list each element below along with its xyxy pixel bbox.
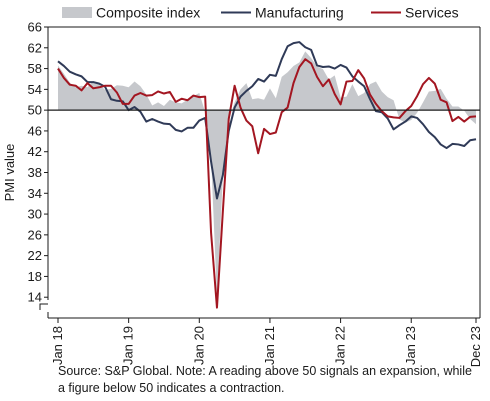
y-tick-label: 58 [28, 61, 42, 76]
y-tick-label: 14 [28, 290, 42, 305]
y-tick-label: 34 [28, 186, 42, 201]
series-line-manufacturing [57, 41, 477, 200]
legend-label-services: Services [405, 5, 459, 21]
legend-label-manufacturing: Manufacturing [255, 5, 344, 21]
x-tick-label: Jan 18 [50, 326, 65, 365]
y-tick-label: 26 [28, 227, 42, 242]
axis-break-mark [39, 303, 49, 318]
legend: Composite index Manufacturing Services [62, 5, 459, 21]
axes: 14 18 22 26 30 34 38 42 46 50 54 58 62 66 PMI value Jan… [2, 20, 483, 368]
y-tick-label: 18 [28, 269, 42, 284]
y-tick-label: 22 [28, 248, 42, 263]
legend-swatch-composite-index [62, 7, 92, 18]
y-axis-title: PMI value [2, 144, 17, 202]
x-tick-label: Jan 23 [403, 326, 418, 365]
y-tick-label: 62 [28, 40, 42, 55]
x-tick-label: Jan 22 [333, 326, 348, 365]
x-tick-label: Dec 23 [468, 326, 483, 367]
y-tick-label: 54 [28, 82, 42, 97]
series-area-composite [58, 51, 476, 299]
y-tick-label: 50 [28, 103, 42, 118]
x-tick-label: Jan 21 [262, 326, 277, 365]
y-tick-label: 42 [28, 144, 42, 159]
y-tick-label: 30 [28, 207, 42, 222]
x-tick-label: Jan 19 [121, 326, 136, 365]
y-tick-label: 38 [28, 165, 42, 180]
plot-area [48, 41, 480, 309]
source-note: Source: S&P Global. Note: A reading abov… [58, 364, 472, 395]
y-tick-label: 46 [28, 123, 42, 138]
x-tick-label: Jan 20 [191, 326, 206, 365]
legend-label-composite-index: Composite index [96, 5, 200, 21]
y-tick-label: 66 [28, 20, 42, 35]
